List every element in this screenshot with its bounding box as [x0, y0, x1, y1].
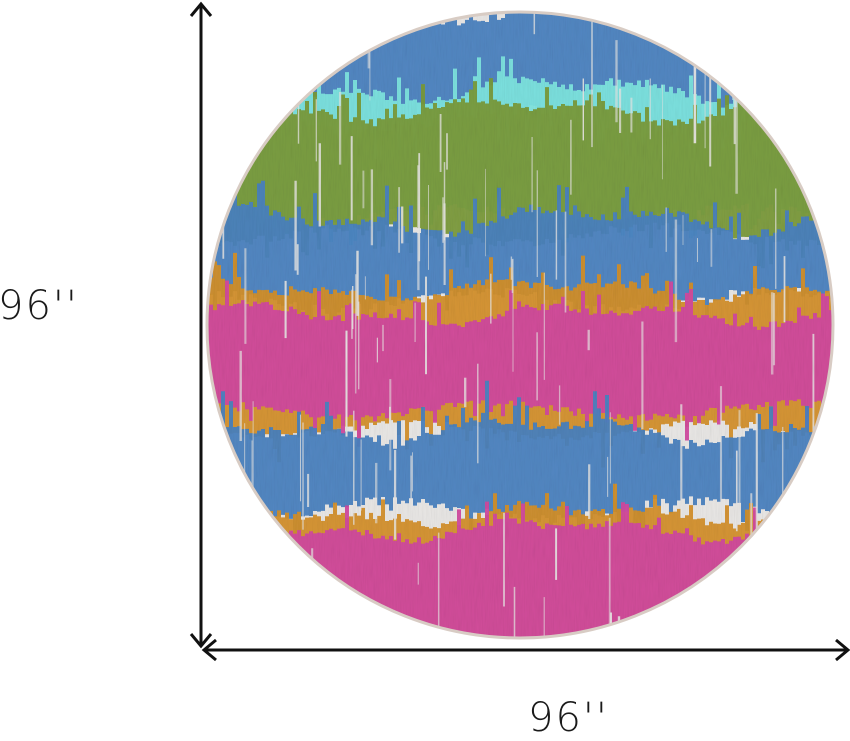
dimension-arrows [189, 1, 850, 662]
height-dimension-label: 96'' [0, 283, 79, 329]
rug-border [205, 10, 835, 640]
rug-band-pink-upper [207, 280, 833, 447]
width-dimension-label: 96'' [528, 695, 609, 741]
round-rug [205, 10, 835, 640]
vertical-dimension-arrow [189, 1, 213, 649]
rug-band-blue-lower [207, 380, 833, 554]
horizontal-dimension-arrow [201, 638, 850, 662]
